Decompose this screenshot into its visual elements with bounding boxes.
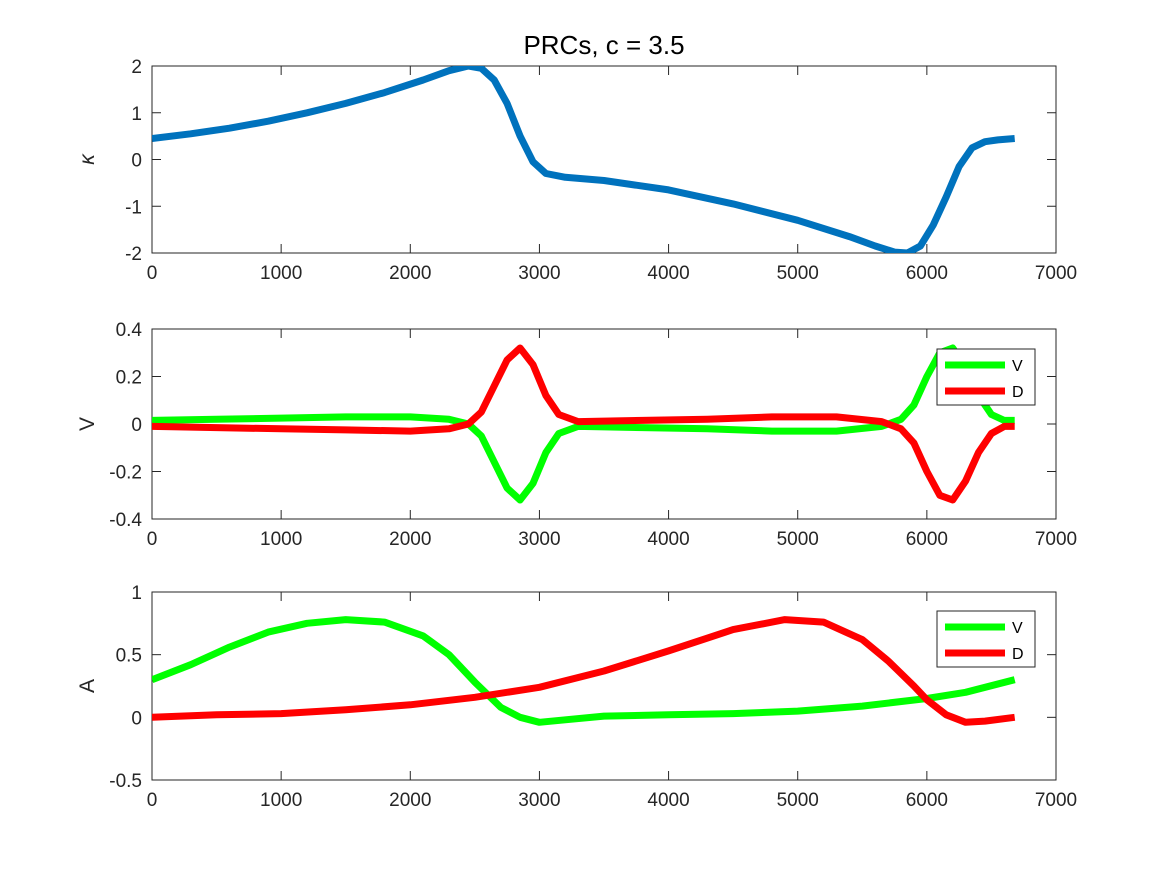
x-tick-label: 2000 [389,263,431,284]
y-tick-label: 1 [131,104,142,125]
legend-label-d: D [1012,384,1024,401]
y-axis-label: V [76,417,99,431]
x-tick-label: 7000 [1035,790,1077,811]
x-tick-label: 5000 [777,790,819,811]
x-tick-label: 0 [147,790,158,811]
axes-box [151,65,1057,254]
y-tick-label: -2 [125,244,142,265]
chart-panel-2: 0 1000 2000 3000 4000 5000 6000 7000 -0.4 -0.2 0 0.… [76,320,1077,550]
legend-box [936,348,1036,406]
y-tick-label: -0.4 [109,510,142,531]
legend: VD [936,348,1036,406]
figure-title: PRCs, c = 3.5 [523,30,684,60]
y-tick-label: 0 [131,151,142,172]
series-line-d [152,616,1016,726]
x-tick-label: 0 [147,529,158,550]
x-tick-label: 5000 [777,263,819,284]
legend-label-v: V [1012,358,1023,375]
x-tick-label: 4000 [647,790,689,811]
x-tick-label: 6000 [906,263,948,284]
series-line-v [152,616,1016,726]
x-tick-label: 4000 [647,529,689,550]
chart-panel-1: 0 1000 2000 3000 4000 5000 6000 7000 -2 -1 0 1 2 κ [76,57,1077,284]
legend-box [936,610,1036,668]
series-line-1 [152,66,1015,253]
x-tick-label: 6000 [906,529,948,550]
x-tick-label: 1000 [260,790,302,811]
x-tick-label: 1000 [260,529,302,550]
x-tick-label: 7000 [1035,529,1077,550]
axes-box [151,591,1057,781]
x-tick-label: 3000 [518,529,560,550]
y-tick-label: 0.2 [116,368,142,389]
x-tick-label: 7000 [1035,263,1077,284]
y-tick-label: 1 [131,583,142,604]
x-tick-label: 5000 [777,529,819,550]
y-tick-label: 0.4 [116,320,143,341]
series-line-d [152,344,1015,504]
y-tick-label: -0.5 [109,771,142,792]
y-tick-label: -1 [125,197,142,218]
x-tick-label: 4000 [647,263,689,284]
legend: VD [936,610,1036,668]
x-tick-label: 1000 [260,263,302,284]
legend-label-v: V [1012,620,1023,637]
y-tick-label: 0.5 [116,646,142,667]
x-tick-label: 2000 [389,790,431,811]
legend-label-d: D [1012,646,1024,663]
y-tick-label: 0 [131,708,142,729]
y-tick-label: 2 [131,57,142,78]
x-tick-label: 0 [147,263,158,284]
y-tick-label: 0 [131,415,142,436]
x-tick-label: 3000 [518,790,560,811]
y-axis-label: κ [76,153,99,165]
x-tick-label: 2000 [389,529,431,550]
y-axis-label: A [76,679,99,693]
chart-panel-3: 0 1000 2000 3000 4000 5000 6000 7000-0.500.51AV… [76,583,1077,811]
y-tick-label: -0.2 [109,463,142,484]
x-tick-label: 6000 [906,790,948,811]
x-tick-label: 3000 [518,263,560,284]
